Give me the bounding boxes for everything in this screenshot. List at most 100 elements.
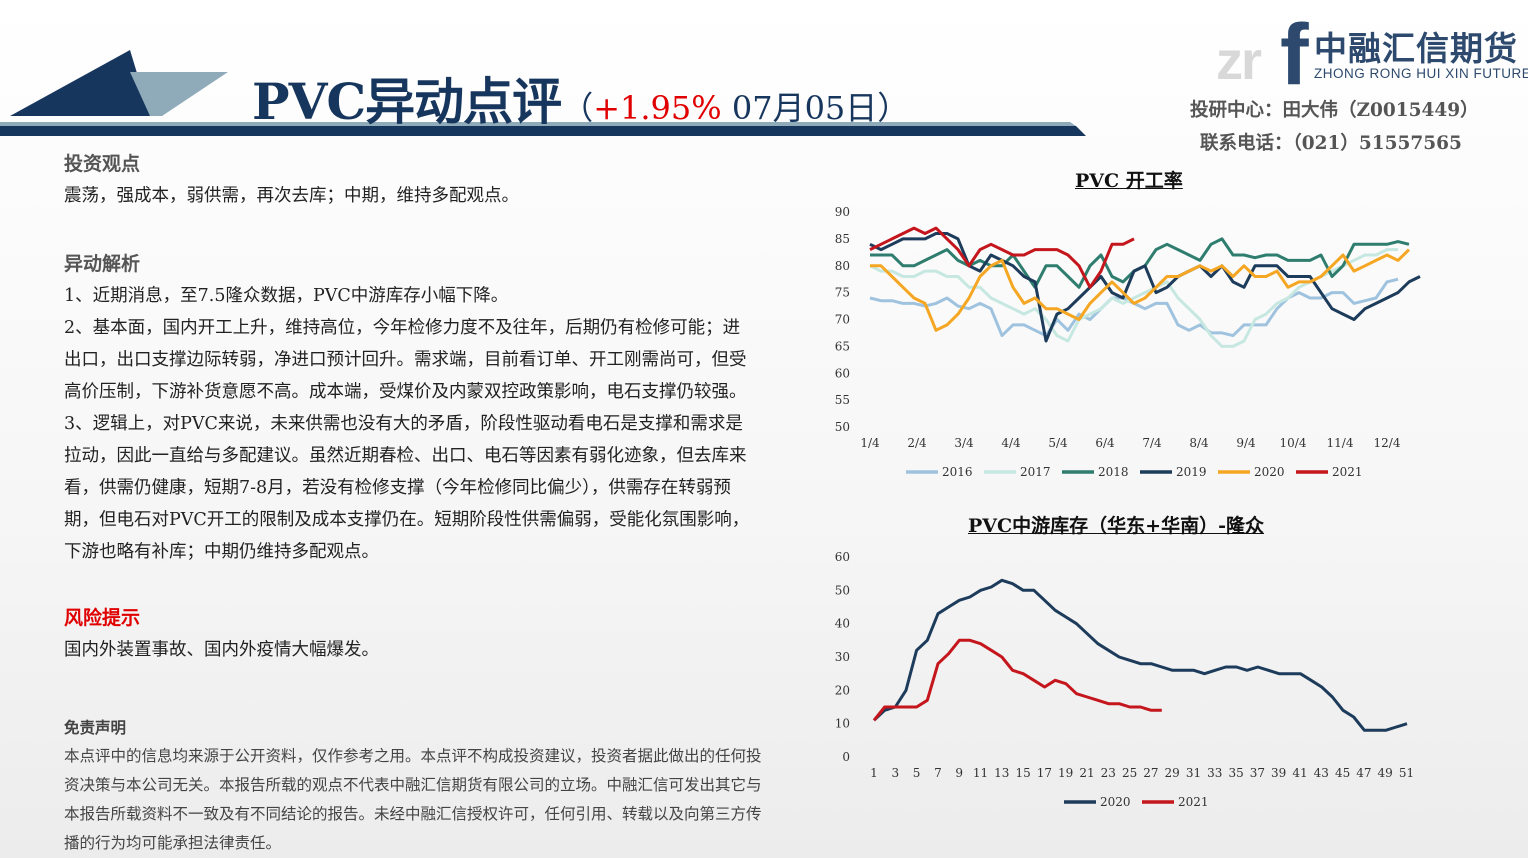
disclaimer-text: 本点评中的信息均来源于公开资料，仅作参考之用。本点评不构成投资建议，投资者据此做… bbox=[64, 747, 762, 852]
phone: 联系电话：（021）51557565 bbox=[1200, 133, 1462, 154]
legend-label-2017: 2017 bbox=[1020, 465, 1051, 479]
series-line-2019 bbox=[869, 232, 1421, 343]
logo-f: f bbox=[1280, 7, 1309, 103]
company-logo: zr f 中融汇信期货 ZHONG RONG HUI XIN FUTURES bbox=[1210, 7, 1528, 103]
view-title: 投资观点 bbox=[64, 153, 141, 175]
y-tick-label: 85 bbox=[835, 232, 850, 246]
x-tick-label: 8/4 bbox=[1189, 436, 1209, 450]
x-tick-label: 5/4 bbox=[1048, 436, 1068, 450]
x-tick-label: 23 bbox=[1101, 766, 1116, 780]
legend-label-2018: 2018 bbox=[1098, 465, 1129, 479]
legend-label-2020: 2020 bbox=[1100, 795, 1131, 809]
x-tick-label: 9/4 bbox=[1236, 436, 1256, 450]
x-tick-label: 19 bbox=[1058, 766, 1073, 780]
legend-label-2016: 2016 bbox=[942, 465, 973, 479]
title-change: +1.95% bbox=[593, 89, 722, 127]
chart2-title: PVC中游库存（华东+华南）-隆众 bbox=[968, 515, 1264, 537]
y-tick-label: 0 bbox=[842, 750, 850, 764]
x-tick-label: 33 bbox=[1207, 766, 1222, 780]
x-tick-label: 17 bbox=[1037, 766, 1052, 780]
legend-label-2021: 2021 bbox=[1178, 795, 1209, 809]
y-tick-label: 30 bbox=[835, 650, 850, 664]
series-line-2018 bbox=[870, 237, 1410, 289]
x-tick-label: 5 bbox=[913, 766, 921, 780]
series-line-2020 bbox=[870, 248, 1411, 332]
x-tick-label: 11 bbox=[973, 766, 988, 780]
y-tick-label: 75 bbox=[835, 286, 850, 300]
header-decoration bbox=[10, 50, 228, 116]
x-tick-label: 7/4 bbox=[1142, 436, 1162, 450]
x-tick-label: 21 bbox=[1079, 766, 1094, 780]
x-tick-label: 2/4 bbox=[907, 436, 927, 450]
header-underline bbox=[0, 122, 1086, 136]
chart1-title: PVC 开工率 bbox=[1075, 170, 1183, 192]
x-tick-label: 25 bbox=[1122, 766, 1137, 780]
x-tick-label: 27 bbox=[1143, 766, 1158, 780]
y-tick-label: 65 bbox=[835, 339, 850, 353]
header: PVC异动点评（+1.95% 07月05日） zr f 中融汇信期货 ZHONG… bbox=[0, 0, 1528, 154]
x-tick-label: 51 bbox=[1399, 766, 1414, 780]
analysis-para-1: 1、近期消息，至7.5隆众数据，PVC中游库存小幅下降。 bbox=[64, 286, 509, 306]
analyst: 投研中心：田大伟（Z0015449） bbox=[1190, 100, 1479, 121]
risk-title: 风险提示 bbox=[64, 607, 141, 629]
risk-text: 国内外装置事故、国内外疫情大幅爆发。 bbox=[64, 640, 379, 660]
x-tick-label: 31 bbox=[1186, 766, 1201, 780]
legend-label-2019: 2019 bbox=[1176, 465, 1207, 479]
x-tick-label: 39 bbox=[1271, 766, 1286, 780]
analysis-para-2: 2、基本面，国内开工上升，维持高位，今年检修力度不及往年，后期仍有检修可能；进出… bbox=[64, 318, 747, 402]
x-tick-label: 49 bbox=[1378, 766, 1393, 780]
y-tick-label: 60 bbox=[835, 550, 850, 564]
legend-label-2020: 2020 bbox=[1254, 465, 1285, 479]
y-tick-label: 55 bbox=[835, 393, 850, 407]
x-tick-label: 9 bbox=[955, 766, 963, 780]
chart-operating-rate: 50 55 60 65 70 75 80 85 90 1/4 2/4 3/4 4/4 5/4 6/4 7/4 8… bbox=[835, 205, 1421, 479]
analysis-para-3: 3、逻辑上，对PVC来说，未来供需也没有大的矛盾，阶段性驱动看电石是支撑和需求是… bbox=[64, 414, 750, 562]
x-tick-label: 29 bbox=[1165, 766, 1180, 780]
x-tick-label: 3 bbox=[891, 766, 899, 780]
x-tick-label: 13 bbox=[994, 766, 1009, 780]
x-tick-label: 1/4 bbox=[860, 436, 880, 450]
y-tick-label: 90 bbox=[835, 205, 850, 219]
logo-company-en: ZHONG RONG HUI XIN FUTURES bbox=[1314, 66, 1528, 81]
y-tick-label: 80 bbox=[835, 259, 850, 273]
x-tick-label: 1 bbox=[870, 766, 878, 780]
x-tick-label: 6/4 bbox=[1095, 436, 1115, 450]
y-tick-label: 70 bbox=[835, 313, 850, 327]
series-line-2021 bbox=[869, 226, 1135, 289]
x-tick-label: 43 bbox=[1314, 766, 1329, 780]
y-tick-label: 50 bbox=[835, 420, 850, 434]
series-line-2020 bbox=[872, 578, 1408, 732]
x-tick-label: 4/4 bbox=[1001, 436, 1021, 450]
x-tick-label: 10/4 bbox=[1280, 436, 1307, 450]
x-tick-label: 11/4 bbox=[1327, 436, 1354, 450]
x-tick-label: 12/4 bbox=[1374, 436, 1401, 450]
y-tick-label: 60 bbox=[835, 366, 850, 380]
x-tick-label: 35 bbox=[1228, 766, 1243, 780]
contact-info: 投研中心：田大伟（Z0015449） 联系电话：（021）51557565 bbox=[1190, 94, 1510, 160]
logo-zr: zr bbox=[1216, 31, 1262, 91]
y-tick-label: 10 bbox=[835, 717, 850, 731]
analysis-title: 异动解析 bbox=[64, 253, 141, 275]
legend-label-2021: 2021 bbox=[1332, 465, 1363, 479]
x-tick-label: 41 bbox=[1292, 766, 1307, 780]
commentary: 投资观点 震荡，强成本，弱供需，再次去库；中期，维持多配观点。 异动解析 1、近… bbox=[64, 148, 754, 666]
series-line-2021 bbox=[872, 638, 1162, 722]
x-tick-label: 37 bbox=[1250, 766, 1265, 780]
y-tick-label: 50 bbox=[835, 583, 850, 597]
title-date: 07月05日） bbox=[721, 89, 910, 127]
view-text: 震荡，强成本，弱供需，再次去库；中期，维持多配观点。 bbox=[64, 186, 519, 206]
x-tick-label: 3/4 bbox=[954, 436, 974, 450]
page-title: PVC异动点评（+1.95% 07月05日） bbox=[252, 62, 910, 131]
y-tick-label: 40 bbox=[835, 617, 850, 631]
title-open: （ bbox=[561, 89, 594, 127]
disclaimer-title: 免责声明 bbox=[64, 718, 127, 737]
title-main: PVC异动点评 bbox=[252, 72, 562, 131]
disclaimer: 免责声明 本点评中的信息均来源于公开资料，仅作参考之用。本点评不构成投资建议，投… bbox=[64, 714, 764, 858]
logo-company-cn: 中融汇信期货 bbox=[1314, 29, 1518, 68]
y-tick-label: 20 bbox=[835, 683, 850, 697]
x-tick-label: 15 bbox=[1015, 766, 1030, 780]
x-tick-label: 7 bbox=[934, 766, 942, 780]
x-tick-label: 45 bbox=[1335, 766, 1350, 780]
x-tick-label: 47 bbox=[1356, 766, 1371, 780]
